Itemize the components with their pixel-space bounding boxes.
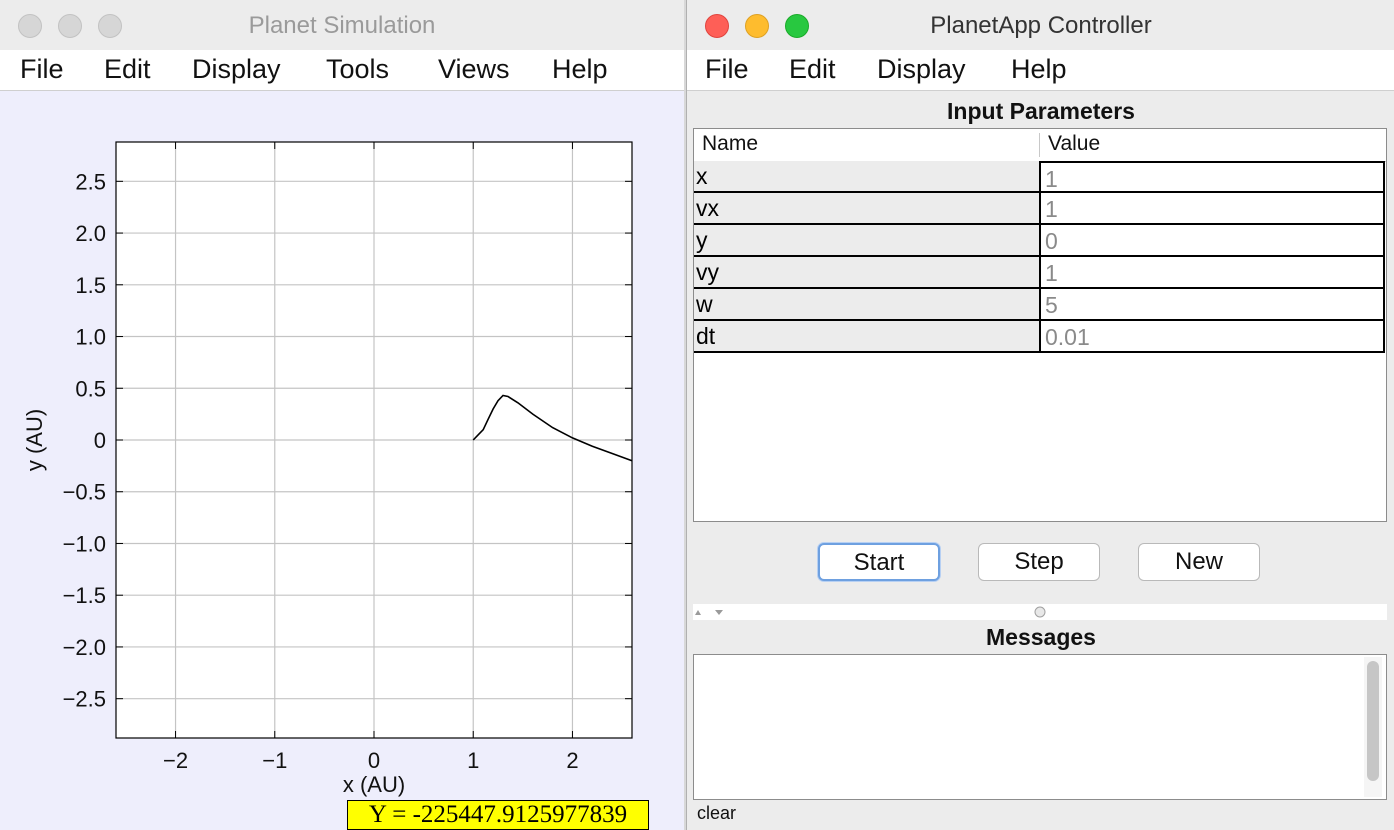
menu-help[interactable]: Help — [1011, 54, 1067, 84]
param-value-field[interactable]: 1 — [1039, 193, 1385, 225]
x-tick-label: 2 — [566, 748, 578, 773]
y-tick-label: 1.0 — [75, 325, 106, 350]
param-value-field[interactable]: 0 — [1039, 225, 1385, 257]
param-value-field[interactable]: 0.01 — [1039, 321, 1385, 353]
window-title: PlanetApp Controller — [930, 12, 1152, 39]
param-name: x — [694, 161, 1039, 193]
param-value-field[interactable]: 1 — [1039, 161, 1385, 193]
start-button[interactable]: Start — [818, 543, 940, 581]
param-name: w — [694, 289, 1039, 321]
planet-simulation-window: Planet Simulation File Edit Display Tool… — [0, 0, 684, 830]
table-row: x 1 — [694, 161, 1386, 193]
menu-tools[interactable]: Tools — [326, 54, 390, 84]
clear-messages-link[interactable]: clear — [697, 803, 737, 823]
new-button[interactable]: New — [1138, 543, 1260, 581]
title-bar[interactable]: Planet Simulation — [0, 0, 684, 50]
input-parameters-title: Input Parameters — [947, 98, 1135, 124]
table-header: Name Value — [694, 129, 1386, 162]
minimize-button[interactable] — [745, 14, 769, 38]
param-value-field[interactable]: 1 — [1039, 257, 1385, 289]
y-tick-label: −2.5 — [63, 687, 106, 712]
split-pane-divider[interactable] — [693, 604, 1387, 620]
x-tick-label: 1 — [467, 748, 479, 773]
messages-scrollbar[interactable] — [1364, 657, 1382, 797]
plot-frame — [115, 141, 633, 739]
scrollbar-thumb[interactable] — [1367, 661, 1379, 781]
column-header-value[interactable]: Value — [1048, 132, 1101, 155]
y-axis-label: y (AU) — [22, 409, 47, 471]
input-parameters-table: Name Value x 1 vx 1 y 0 vy 1 w 5 dt 0.01 — [693, 128, 1387, 522]
zoom-button[interactable] — [98, 14, 122, 38]
column-header-name[interactable]: Name — [702, 132, 759, 155]
y-tick-label: 0.5 — [75, 376, 106, 401]
close-button[interactable] — [705, 14, 729, 38]
minimize-button[interactable] — [58, 14, 82, 38]
menu-views[interactable]: Views — [438, 54, 510, 84]
menu-file[interactable]: File — [20, 54, 64, 84]
menu-edit[interactable]: Edit — [789, 54, 836, 84]
y-tick-label: −1.0 — [63, 531, 106, 556]
menu-file[interactable]: File — [705, 54, 749, 84]
close-button[interactable] — [18, 14, 42, 38]
menu-display[interactable]: Display — [192, 54, 281, 84]
table-row: w 5 — [694, 289, 1386, 321]
param-name: vx — [694, 193, 1039, 225]
orbit-plot[interactable]: −2 −1 0 1 2 2.5 2.0 1.5 1.0 0.5 0 −0.5 −1.0 −1.5 −2.0 −… — [0, 91, 684, 830]
menu-bar: File Edit Display Help — [687, 50, 1394, 91]
param-name: y — [694, 225, 1039, 257]
param-name: dt — [694, 321, 1039, 353]
divider-grip-icon — [1034, 606, 1046, 618]
y-tick-label: −2.0 — [63, 635, 106, 660]
y-tick-label: −0.5 — [63, 480, 106, 505]
table-row: y 0 — [694, 225, 1386, 257]
window-title: Planet Simulation — [248, 12, 436, 39]
menu-help[interactable]: Help — [552, 54, 608, 84]
y-tick-label: 2.5 — [75, 169, 106, 194]
y-tick-label: −1.5 — [63, 583, 106, 608]
menu-edit[interactable]: Edit — [104, 54, 151, 84]
table-row: vx 1 — [694, 193, 1386, 225]
plot-panel[interactable]: −2 −1 0 1 2 2.5 2.0 1.5 1.0 0.5 0 −0.5 −1.0 −1.5 −2.0 −… — [0, 91, 684, 830]
param-value-field[interactable]: 5 — [1039, 289, 1385, 321]
param-name: vy — [694, 257, 1039, 289]
title-bar[interactable]: PlanetApp Controller — [687, 0, 1394, 50]
coordinate-readout: Y = -225447.9125977839 — [347, 800, 649, 830]
messages-area[interactable] — [693, 654, 1387, 800]
expand-up-icon — [695, 610, 701, 615]
messages-title: Messages — [986, 624, 1096, 650]
x-axis-label: x (AU) — [343, 772, 405, 797]
x-tick-label: −1 — [262, 748, 287, 773]
menu-display[interactable]: Display — [877, 54, 966, 84]
x-tick-label: −2 — [163, 748, 188, 773]
y-tick-label: 0 — [94, 428, 106, 453]
y-tick-label: 1.5 — [75, 273, 106, 298]
step-button[interactable]: Step — [978, 543, 1100, 581]
table-row: vy 1 — [694, 257, 1386, 289]
zoom-button[interactable] — [785, 14, 809, 38]
planetapp-controller-window: PlanetApp Controller File Edit Display H… — [686, 0, 1394, 830]
table-row: dt 0.01 — [694, 321, 1386, 353]
collapse-down-icon — [715, 610, 723, 615]
column-divider[interactable] — [1039, 133, 1040, 157]
menu-bar: File Edit Display Tools Views Help — [0, 50, 684, 91]
x-tick-label: 0 — [368, 748, 380, 773]
y-tick-label: 2.0 — [75, 221, 106, 246]
orbit-trajectory — [472, 394, 633, 462]
